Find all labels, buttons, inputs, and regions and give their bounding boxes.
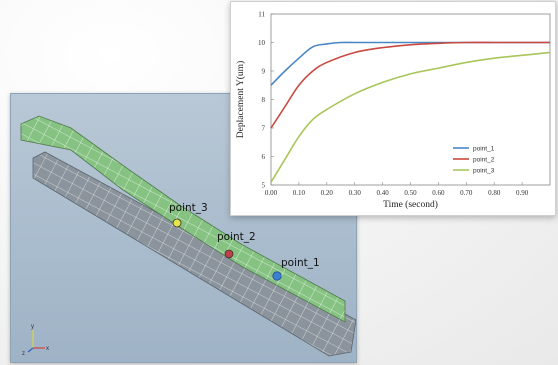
x-tick-label: 0.50 [404, 189, 417, 197]
legend-label: point_1 [473, 145, 495, 152]
triad-x-label: x [46, 346, 49, 352]
plot-frame [270, 13, 551, 186]
x-tick-label: 0.80 [488, 189, 501, 197]
point-3-label: point_3 [169, 202, 208, 214]
point-2-label: point_2 [217, 231, 256, 243]
x-tick-label: 0.70 [460, 189, 473, 197]
series-lines [270, 41, 551, 183]
x-axis-ticks: 0.00 0.10 0.20 0.30 0.40 0.50 0.60 0.70 0.80 0.90 [265, 182, 529, 197]
plot-area [270, 13, 551, 186]
y-tick-label: 7 [262, 125, 266, 133]
x-tick-label: 0.40 [376, 189, 389, 197]
triad-z-label: z [22, 351, 25, 357]
point-3-marker [172, 218, 182, 228]
x-tick-label: 0.20 [321, 189, 334, 197]
x-tick-label: 0.30 [349, 189, 362, 197]
y-tick-label: 10 [258, 39, 266, 47]
series-line-point-3 [270, 51, 551, 183]
axis-triad-icon: y x z [22, 324, 49, 357]
undeformed-mesh [32, 151, 356, 357]
point-2-marker [224, 249, 234, 259]
displacement-chart: 5 6 7 8 9 10 11 0.00 0.10 0.20 0.30 0.40 0.50 0.60 0.… [230, 1, 556, 216]
y-tick-label: 11 [258, 11, 265, 19]
legend-label: point_2 [473, 156, 495, 163]
deformed-mesh [20, 115, 346, 323]
x-axis-title: Time (second) [383, 199, 438, 210]
triad-y-label: y [31, 324, 34, 330]
x-tick-label: 0.90 [516, 189, 529, 197]
y-tick-label: 8 [262, 96, 266, 104]
x-tick-label: 0.00 [265, 189, 278, 197]
x-tick-label: 0.10 [293, 189, 306, 197]
y-tick-label: 5 [262, 182, 266, 190]
chart-legend: point_1 point_2 point_3 [453, 145, 495, 174]
series-line-point-1 [270, 41, 550, 86]
x-tick-label: 0.60 [432, 189, 445, 197]
y-tick-label: 9 [262, 68, 266, 76]
point-1-label: point_1 [281, 257, 320, 269]
mesh-canvas: point_3 point_2 point_1 y x z [20, 115, 356, 357]
series-line-point-2 [270, 41, 550, 129]
y-axis-title: Deplacement Y(um) [235, 61, 246, 138]
y-tick-label: 6 [262, 153, 266, 161]
y-axis-ticks: 5 6 7 8 9 10 11 [258, 11, 274, 190]
point-1-marker [272, 271, 282, 281]
legend-label: point_3 [473, 167, 495, 174]
